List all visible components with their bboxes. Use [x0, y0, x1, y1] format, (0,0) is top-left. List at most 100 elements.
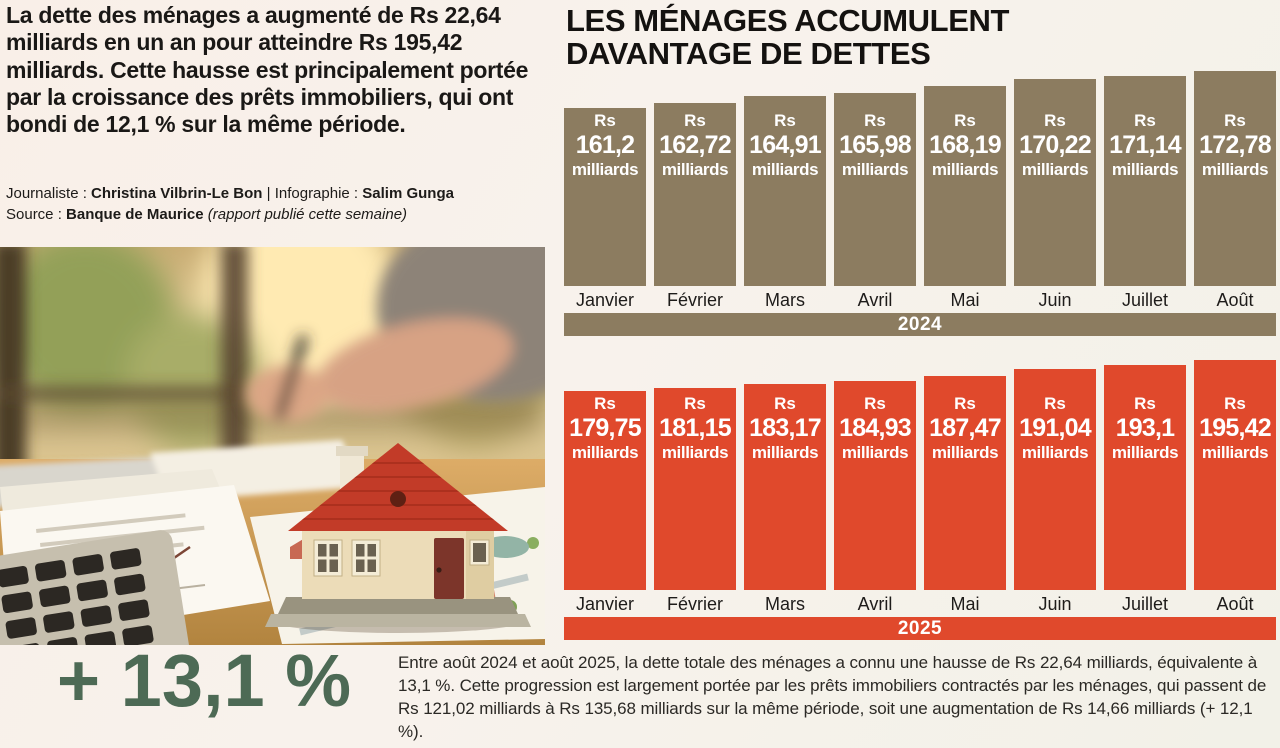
bar-value: 179,75 [569, 414, 641, 443]
year-band-2025: 2025 [564, 617, 1276, 640]
currency-prefix: Rs [594, 111, 616, 130]
bar-unit: milliards [1111, 160, 1179, 180]
month-label-2024-8: Août [1216, 290, 1254, 310]
bar-2024-2: Rs 162,72 milliards [654, 103, 736, 286]
chart-title-line2: DAVANTAGE DE DETTES [566, 36, 931, 72]
bar-unit: milliards [931, 443, 999, 463]
currency-prefix: Rs [684, 111, 706, 130]
currency-prefix: Rs [1044, 394, 1066, 413]
month-label-2024-2: Février [666, 290, 723, 310]
bar-value-label: Rs 184,93 milliards [839, 393, 911, 464]
bar-value-label: Rs 191,04 milliards [1019, 393, 1091, 464]
bar-value-label: Rs 168,19 milliards [929, 110, 1001, 181]
bar-chart-2024: Rs 161,2 milliards Rs 162,72 milliards Rs 164,9… [564, 71, 1276, 336]
photo-house-model [0, 247, 545, 645]
currency-prefix: Rs [1134, 394, 1156, 413]
bar-unit: milliards [841, 160, 909, 180]
currency-prefix: Rs [864, 394, 886, 413]
bar-value: 162,72 [659, 131, 731, 160]
roof-vent [390, 491, 406, 507]
bars-row-2025: Rs 179,75 milliards Rs 181,15 milliards Rs 183,… [564, 360, 1276, 590]
bar-2024-8: Rs 172,78 milliards [1194, 71, 1276, 286]
currency-prefix: Rs [684, 394, 706, 413]
footnote-paragraph: Entre août 2024 et août 2025, la dette t… [398, 653, 1267, 742]
calculator [0, 530, 193, 645]
bar-unit: milliards [841, 443, 909, 463]
chart-title-line1: LES MÉNAGES ACCUMULENT [566, 3, 1010, 38]
month-label-2024-7: Juillet [1121, 290, 1169, 310]
bar-2025-8: Rs 195,42 milliards [1194, 360, 1276, 590]
bar-2025-2: Rs 181,15 milliards [654, 388, 736, 590]
month-label-2025-2: Février [666, 594, 723, 614]
year-band-2024: 2024 [564, 313, 1276, 336]
bar-2025-6: Rs 191,04 milliards [1014, 369, 1096, 590]
currency-prefix: Rs [1224, 394, 1246, 413]
bar-unit: milliards [661, 160, 729, 180]
month-label-2024-6: Juin [1038, 290, 1072, 310]
bar-unit: milliards [571, 160, 639, 180]
month-label-2024-3: Mars [765, 290, 805, 310]
bar-value: 195,42 [1199, 414, 1271, 443]
infographic-name: Salim Gunga [362, 185, 454, 202]
bar-value: 172,78 [1199, 131, 1271, 160]
currency-prefix: Rs [1044, 111, 1066, 130]
bar-2025-3: Rs 183,17 milliards [744, 384, 826, 590]
bar-value: 184,93 [839, 414, 911, 443]
bar-value-label: Rs 161,2 milliards [571, 110, 639, 181]
month-label-2025-1: Janvier [575, 594, 635, 614]
credit-line-source: Source : Banque de Maurice (rapport publ… [6, 204, 454, 225]
bar-unit: milliards [571, 443, 639, 463]
bar-value: 164,91 [749, 131, 821, 160]
bar-value-label: Rs 172,78 milliards [1199, 110, 1271, 181]
bar-value-label: Rs 170,22 milliards [1019, 110, 1091, 181]
person-writing [245, 247, 545, 422]
bar-unit: milliards [931, 160, 999, 180]
bar-value: 165,98 [839, 131, 911, 160]
bar-value-label: Rs 187,47 milliards [929, 393, 1001, 464]
intro-paragraph: La dette des ménages a augmenté de Rs 22… [6, 2, 529, 138]
bar-value-label: Rs 162,72 milliards [659, 110, 731, 181]
credits-separator: | [266, 185, 271, 202]
growth-percentage: + 13,1 % [56, 639, 352, 722]
month-label-2025-4: Avril [857, 594, 893, 614]
currency-prefix: Rs [1134, 111, 1156, 130]
months-row-2025: Janvier Février Mars Avril Mai Juin Juillet Aoû… [564, 593, 1276, 615]
bar-value: 171,14 [1109, 131, 1181, 160]
bar-2024-5: Rs 168,19 milliards [924, 86, 1006, 286]
bar-unit: milliards [661, 443, 729, 463]
chart-title: LES MÉNAGES ACCUMULENT DAVANTAGE DE DETTE… [566, 4, 1266, 71]
bars-row-2024: Rs 161,2 milliards Rs 162,72 milliards Rs 164,9… [564, 71, 1276, 286]
bar-2024-4: Rs 165,98 milliards [834, 93, 916, 286]
currency-prefix: Rs [954, 394, 976, 413]
bar-value-label: Rs 183,17 milliards [749, 393, 821, 464]
bar-2024-6: Rs 170,22 milliards [1014, 79, 1096, 286]
months-row-2024: Janvier Février Mars Avril Mai Juin Juillet Aoû… [564, 289, 1276, 311]
bar-2025-4: Rs 184,93 milliards [834, 381, 916, 590]
bar-value: 193,1 [1115, 414, 1175, 443]
credit-line-people: Journaliste : Christina Vilbrin-Le Bon |… [6, 183, 454, 204]
bar-value-label: Rs 195,42 milliards [1199, 393, 1271, 464]
month-label-2024-4: Avril [857, 290, 893, 310]
bar-2024-7: Rs 171,14 milliards [1104, 76, 1186, 286]
bar-unit: milliards [1111, 443, 1179, 463]
source-label: Source : [6, 206, 62, 224]
currency-prefix: Rs [774, 394, 796, 413]
currency-prefix: Rs [864, 111, 886, 130]
bar-value: 170,22 [1019, 131, 1091, 160]
bar-value-label: Rs 171,14 milliards [1109, 110, 1181, 181]
journalist-name: Christina Vilbrin-Le Bon [91, 185, 263, 202]
bar-2024-1: Rs 161,2 milliards [564, 108, 646, 286]
month-label-2025-3: Mars [765, 594, 805, 614]
bar-value: 161,2 [575, 131, 635, 160]
bar-unit: milliards [751, 443, 819, 463]
bar-2025-7: Rs 193,1 milliards [1104, 365, 1186, 590]
currency-prefix: Rs [594, 394, 616, 413]
house-door [434, 538, 464, 599]
bar-unit: milliards [751, 160, 819, 180]
bar-2025-1: Rs 179,75 milliards [564, 391, 646, 590]
bar-value: 187,47 [929, 414, 1001, 443]
month-label-2024-5: Mai [950, 290, 980, 310]
bar-unit: milliards [1201, 443, 1269, 463]
currency-prefix: Rs [1224, 111, 1246, 130]
